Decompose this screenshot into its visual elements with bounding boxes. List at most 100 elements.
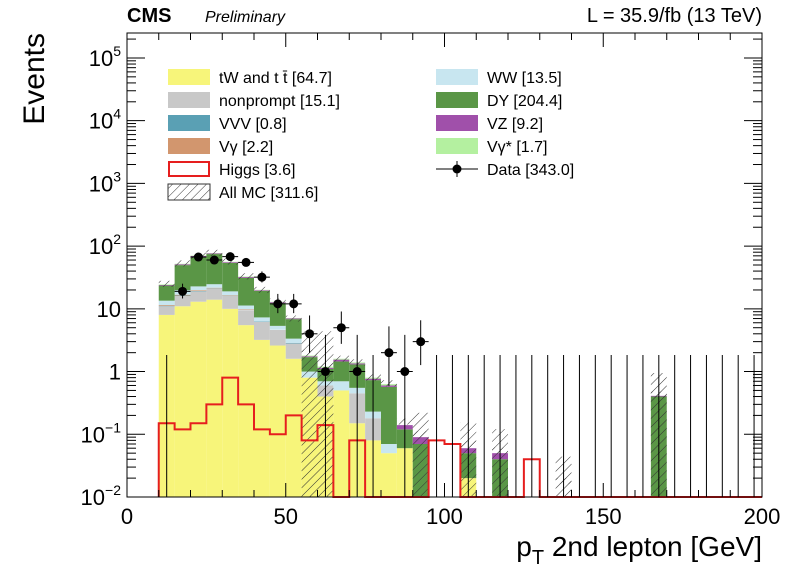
allmc-band <box>285 315 302 322</box>
legend-item-AllMC: All MC [311.6] <box>167 183 318 202</box>
legend-item-nonprompt: nonprompt [15.1] <box>168 92 340 110</box>
legend-label: Data [343.0] <box>487 162 574 179</box>
bar-tW <box>206 299 223 497</box>
bar-nonprompt <box>174 296 191 307</box>
data-point <box>225 252 235 262</box>
bar-tW <box>285 358 302 497</box>
legend: tW and t t̄ [64.7] WW [13.5] nonprompt [15… <box>167 69 574 202</box>
legend-item-Higgs: Higgs [3.6] <box>168 161 295 179</box>
bar-tW <box>238 325 254 497</box>
allmc-band <box>301 331 334 497</box>
bar-DY <box>285 319 302 339</box>
bar-WW <box>158 300 175 306</box>
bar-nonprompt <box>206 288 223 300</box>
allmc-band <box>206 249 223 256</box>
bar-tW <box>333 390 350 497</box>
bar-WW <box>254 317 270 322</box>
legend-item-Data: Data [343.0] <box>436 161 574 179</box>
axes: 0 50 100 150 200 10−2 10−1 1 10 102 103 104 105 <box>81 33 781 529</box>
legend-label: Vγ [2.2] <box>219 139 273 156</box>
allmc-band <box>412 412 429 497</box>
legend-label: nonprompt [15.1] <box>219 93 340 110</box>
legend-item-VZ: VZ [9.2] <box>436 115 543 133</box>
bar-WW <box>285 338 302 344</box>
bar-WW <box>190 286 207 291</box>
legend-item-Vg: Vγ [2.2] <box>168 138 273 156</box>
legend-label: DY [204.4] <box>487 93 562 110</box>
bar-nonprompt <box>190 291 207 302</box>
data-point <box>209 255 219 265</box>
legend-swatch <box>436 92 478 108</box>
bar-nonprompt <box>285 343 302 359</box>
allmc-band <box>333 355 350 362</box>
bar-tW <box>222 308 239 497</box>
legend-label: Higgs [3.6] <box>219 162 295 179</box>
y-tick-label: 1 <box>109 360 121 385</box>
bar-WW <box>222 291 239 296</box>
y-tick-label: 105 <box>89 43 121 71</box>
bar-WW <box>333 381 350 391</box>
bar-WW <box>238 305 254 310</box>
bar-Vg <box>190 290 207 291</box>
data-point <box>289 299 299 309</box>
y-tick-label: 102 <box>89 231 121 259</box>
lumi-label: L = 35.9/fb (13 TeV) <box>587 5 762 27</box>
bar-DY <box>333 361 350 382</box>
data-point <box>352 367 362 377</box>
bar-DY <box>222 262 239 292</box>
y-tick-label: 103 <box>89 168 121 196</box>
data-point <box>416 337 426 347</box>
data-point <box>193 252 203 262</box>
legend-swatch <box>167 183 211 201</box>
legend-item-WW: WW [13.5] <box>436 69 562 87</box>
x-tick-label: 50 <box>274 504 298 529</box>
bar-DY <box>238 277 254 306</box>
bar-Vg <box>206 287 223 289</box>
legend-label: WW [13.5] <box>487 70 562 87</box>
legend-item-tW: tW and t t̄ [64.7] <box>168 69 332 87</box>
bar-tW <box>381 453 397 497</box>
data-point <box>320 367 330 377</box>
legend-item-VVV: VVV [0.8] <box>168 115 287 133</box>
data-point <box>336 323 346 333</box>
bar-WW <box>206 284 223 288</box>
data-point <box>305 329 315 339</box>
legend-swatch <box>168 69 210 85</box>
legend-swatch <box>168 138 210 154</box>
preliminary-label: Preliminary <box>205 9 286 26</box>
allmc-band <box>254 286 270 294</box>
data-point <box>384 348 394 358</box>
bar-WW <box>381 443 397 454</box>
legend-label: All MC [311.6] <box>219 185 318 202</box>
bar-DY <box>190 256 207 287</box>
bar-nonprompt <box>269 329 286 346</box>
bar-tW <box>254 339 270 497</box>
legend-swatch <box>436 138 478 154</box>
bar-DY <box>254 290 270 318</box>
legend-swatch <box>168 92 210 108</box>
data-point <box>400 367 410 377</box>
data-point <box>178 286 188 296</box>
legend-swatch <box>436 69 478 85</box>
bar-nonprompt <box>222 296 239 309</box>
x-tick-label: 200 <box>744 504 781 529</box>
data-point <box>257 272 267 282</box>
data-point <box>241 257 251 267</box>
legend-item-Vgstar: Vγ* [1.7] <box>436 138 547 156</box>
legend-label: VVV [0.8] <box>219 116 287 133</box>
bar-DY <box>381 386 397 444</box>
bar-tW <box>190 301 207 497</box>
bar-DY <box>158 285 175 301</box>
allmc-band <box>222 258 239 265</box>
allmc-band <box>238 273 254 280</box>
y-tick-label: 10 <box>97 297 121 322</box>
data-points <box>166 252 755 497</box>
bar-Vg <box>158 305 175 306</box>
bar-tW <box>174 306 191 497</box>
allmc-band <box>158 280 175 287</box>
y-axis-label: Events <box>18 33 51 125</box>
bar-tW <box>269 345 286 497</box>
bar-nonprompt <box>158 306 175 315</box>
bar-nonprompt <box>238 310 254 326</box>
bar-DY <box>174 265 191 291</box>
